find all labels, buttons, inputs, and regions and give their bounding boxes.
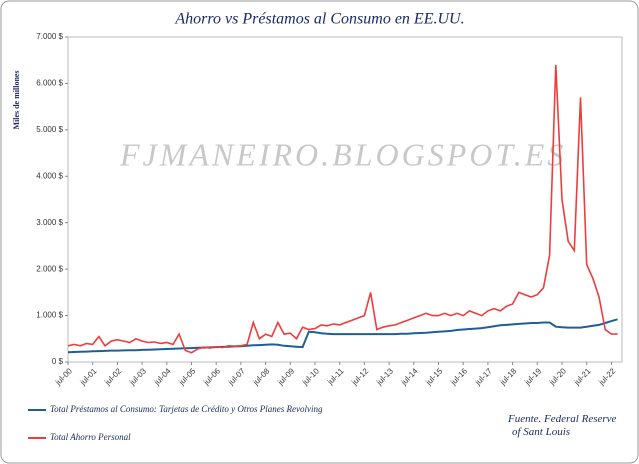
legend-label: Total Préstamos al Consumo: Tarjetas de … bbox=[50, 404, 323, 414]
source-note: of Sant Louis bbox=[512, 426, 571, 438]
y-tick-label: 3.000 $ bbox=[36, 218, 63, 227]
legend-label: Total Ahorro Personal bbox=[50, 432, 131, 442]
y-axis-label: Miles de millones bbox=[12, 70, 21, 129]
series-line bbox=[67, 318, 618, 354]
series-line bbox=[67, 64, 618, 354]
watermark: FJMANEIRO.BLOGSPOT.ES bbox=[119, 136, 566, 172]
source-note: Fuente. Federal Reserve bbox=[508, 413, 617, 425]
y-tick-label: 0 $ bbox=[52, 357, 64, 366]
y-tick-label: 1.000 $ bbox=[36, 311, 63, 320]
y-tick-label: 6.000 $ bbox=[36, 79, 63, 88]
y-tick-label: 2.000 $ bbox=[36, 264, 63, 273]
y-tick-label: 4.000 $ bbox=[36, 171, 63, 180]
y-tick-label: 5.000 $ bbox=[36, 125, 63, 134]
plot-border bbox=[67, 36, 623, 363]
y-tick-label: 7.000 $ bbox=[36, 32, 63, 41]
chart-title: Ahorro vs Préstamos al Consumo en EE.UU. bbox=[174, 11, 464, 28]
